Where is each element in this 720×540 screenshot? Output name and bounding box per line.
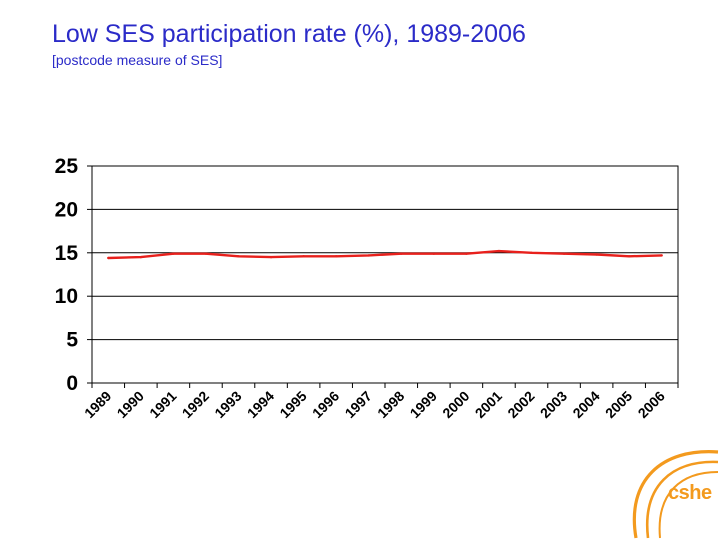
data-point bbox=[400, 252, 403, 255]
logo-text: cshe bbox=[668, 482, 712, 504]
slide-subtitle: [postcode measure of SES] bbox=[52, 52, 223, 68]
data-point bbox=[497, 249, 501, 253]
data-point bbox=[172, 252, 175, 255]
y-tick-label: 0 bbox=[66, 372, 78, 395]
x-tick-label: 2002 bbox=[504, 388, 537, 421]
data-point bbox=[139, 255, 143, 259]
x-tick-label: 2004 bbox=[569, 388, 602, 421]
data-point bbox=[334, 255, 338, 258]
data-point bbox=[302, 255, 305, 258]
data-point bbox=[237, 255, 240, 258]
data-point bbox=[530, 251, 533, 254]
x-tick-label: 1993 bbox=[211, 388, 244, 421]
x-tick-label: 2003 bbox=[537, 388, 570, 421]
x-tick-label: 1997 bbox=[341, 388, 374, 421]
x-tick-label: 1989 bbox=[81, 388, 114, 421]
data-point bbox=[465, 252, 468, 255]
data-point bbox=[204, 252, 208, 255]
x-tick-label: 1999 bbox=[407, 388, 440, 421]
data-point bbox=[269, 255, 273, 259]
plot-area-border bbox=[91, 165, 679, 384]
cshe-logo-icon bbox=[632, 450, 719, 539]
series-layer bbox=[107, 249, 663, 260]
x-tick-label: 1991 bbox=[146, 388, 179, 421]
slide-title: Low SES participation rate (%), 1989-200… bbox=[52, 20, 526, 48]
data-point bbox=[367, 254, 370, 257]
x-tick-label: 1992 bbox=[179, 388, 212, 421]
data-point bbox=[107, 256, 110, 260]
x-tick-label: 1990 bbox=[114, 388, 147, 421]
y-tick-label: 10 bbox=[55, 285, 78, 308]
data-point bbox=[432, 252, 436, 255]
y-tick-label: 5 bbox=[66, 329, 78, 352]
y-tick-label: 15 bbox=[55, 242, 79, 265]
data-point bbox=[660, 254, 663, 257]
x-tick-label: 1996 bbox=[309, 388, 342, 421]
data-point bbox=[627, 255, 631, 258]
x-tick-label: 1994 bbox=[244, 388, 277, 421]
gridlines bbox=[92, 165, 678, 384]
x-axis-ticks: 1989 1990 1991 1992 1993 1994 1995 1996 1997 1998… bbox=[81, 388, 668, 421]
x-tick-label: 2001 bbox=[472, 388, 505, 421]
y-tick-label: 20 bbox=[55, 198, 78, 221]
series-line bbox=[108, 249, 662, 260]
y-axis-ticks: 0 5 10 15 20 25 bbox=[55, 155, 79, 395]
x-tick-label: 2006 bbox=[634, 388, 667, 421]
data-point bbox=[562, 252, 566, 255]
x-tick-label: 1998 bbox=[374, 388, 407, 421]
axes bbox=[87, 165, 679, 388]
x-tick-label: 1995 bbox=[276, 388, 309, 421]
x-tick-label: 2005 bbox=[602, 388, 635, 421]
y-tick-label: 25 bbox=[55, 155, 79, 178]
data-point bbox=[595, 253, 598, 256]
x-tick-label: 2000 bbox=[439, 388, 472, 421]
